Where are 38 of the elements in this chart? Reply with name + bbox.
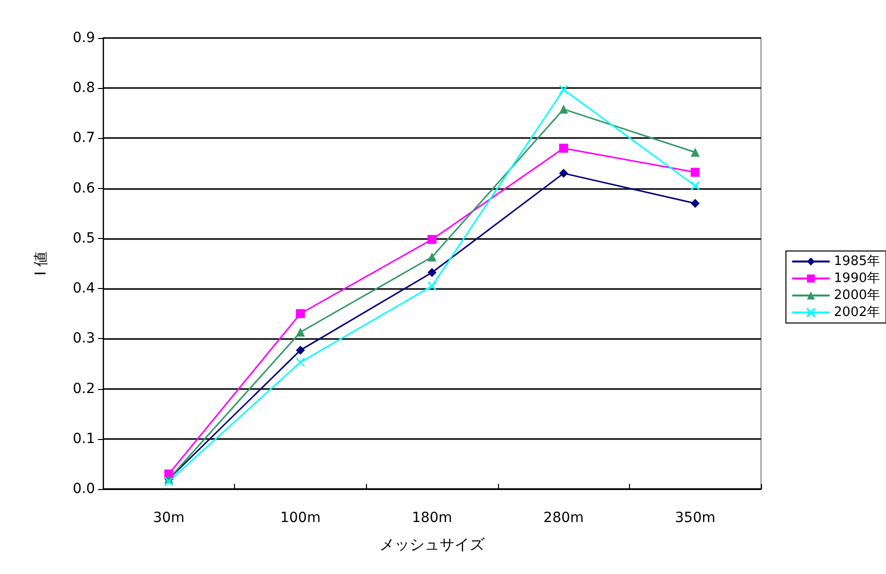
- x-tick-label: 100m: [280, 510, 321, 526]
- point: [296, 346, 305, 355]
- y-tick-label: 0.1: [72, 430, 95, 447]
- point: [428, 234, 436, 244]
- y-tick-label: 0.0: [72, 481, 95, 497]
- y-tick-label: 0.4: [72, 280, 96, 297]
- y-tick-label: 0.3: [72, 330, 95, 347]
- y-tick-label: 0.5: [72, 230, 95, 246]
- legend-label: 1990年: [834, 271, 880, 286]
- y-tick-label: 0.8: [72, 80, 95, 96]
- point: [559, 144, 568, 153]
- point: [296, 309, 305, 318]
- point: [558, 84, 568, 94]
- point: [690, 181, 700, 191]
- legend-label: 1985年: [834, 254, 880, 269]
- point: [559, 168, 568, 178]
- y-tick-label: 0.7: [72, 130, 95, 146]
- x-tick-label: 280m: [543, 510, 584, 526]
- y-tick-label: 0.9: [72, 30, 95, 46]
- point: [559, 104, 568, 114]
- x-tick-label: 30m: [153, 510, 185, 526]
- point: [296, 357, 306, 367]
- x-tick-label: 350m: [675, 510, 716, 526]
- legend-label: 2002年: [834, 305, 880, 320]
- point: [428, 252, 436, 262]
- x-axis-title: メッシュサイズ: [380, 536, 486, 554]
- legend-label: 2000年: [834, 288, 880, 303]
- x-tick-label: 180m: [412, 510, 452, 526]
- point: [690, 168, 700, 177]
- point: [164, 476, 174, 486]
- y-tick-label: 0.2: [72, 380, 95, 397]
- point: [428, 268, 436, 278]
- point: [690, 198, 700, 208]
- y-axis-title: I 値: [32, 251, 50, 276]
- point: [296, 328, 305, 337]
- y-tick-label: 0.6: [72, 180, 96, 196]
- point: [427, 281, 437, 291]
- point: [690, 148, 700, 157]
